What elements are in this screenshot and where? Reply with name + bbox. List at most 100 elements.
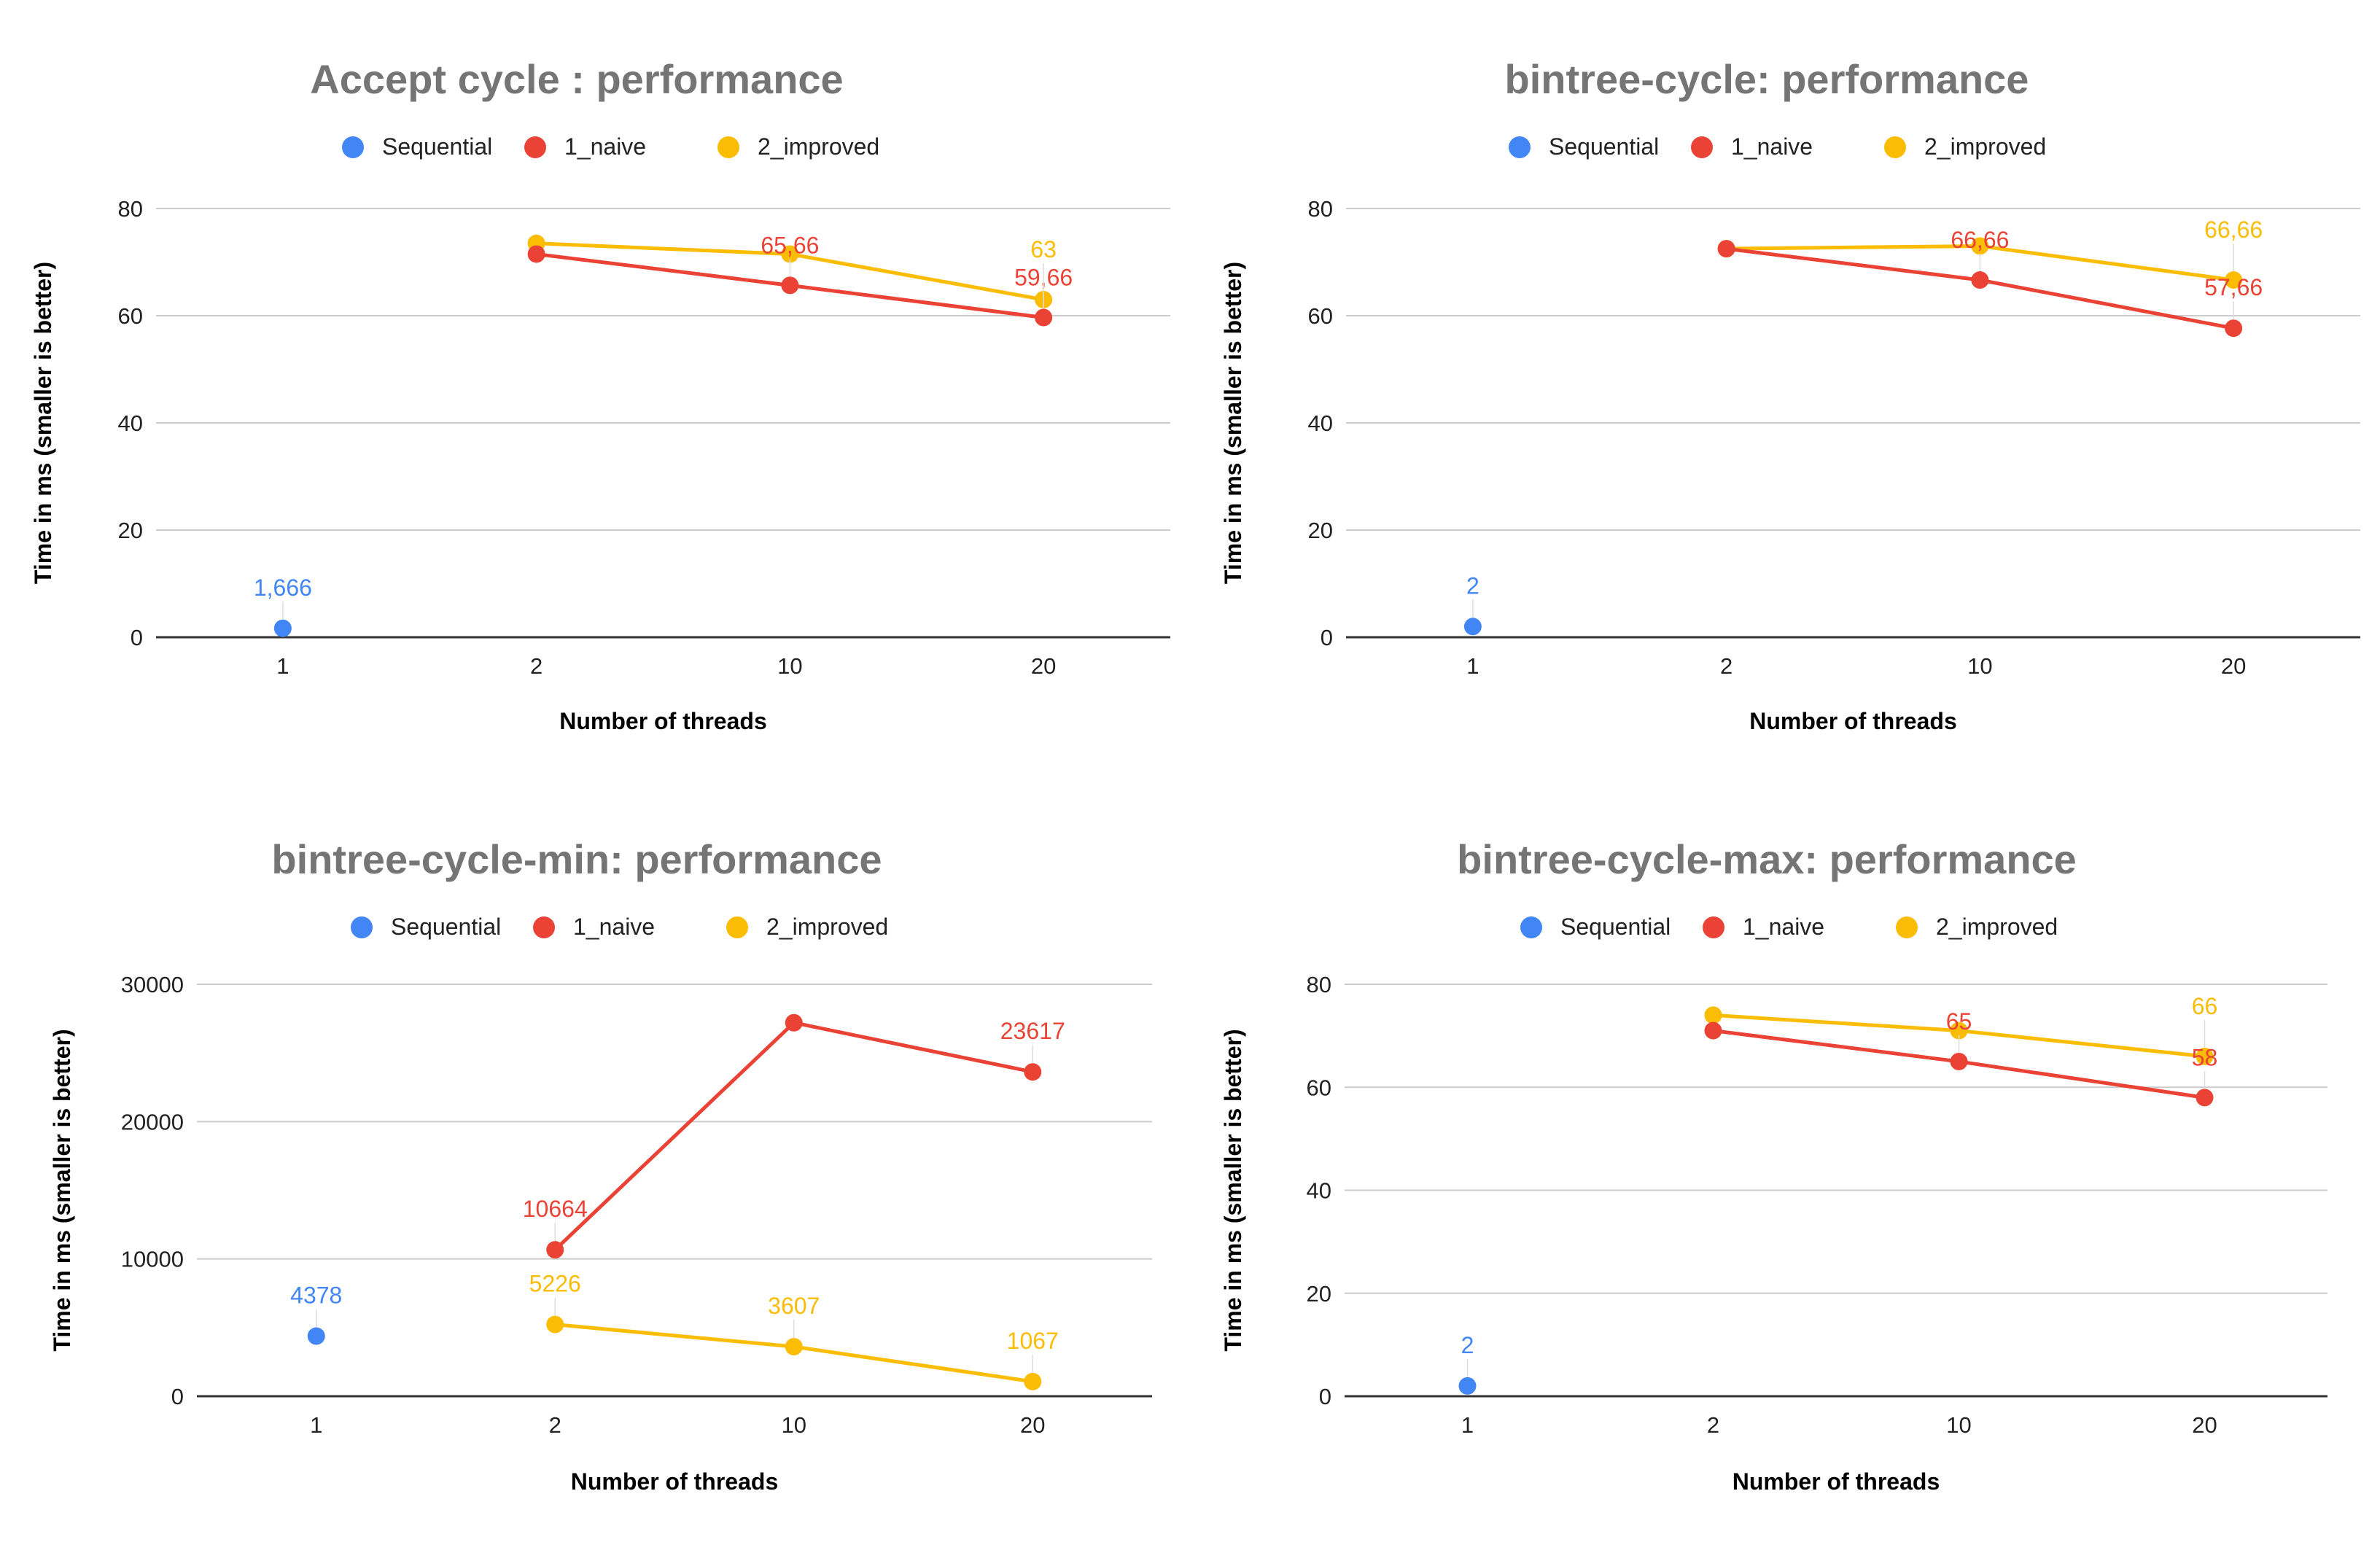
data-point-1_naive [527, 245, 545, 263]
data-point-1_naive [2225, 319, 2243, 338]
data-point-1_naive [785, 1013, 803, 1032]
y-tick-label: 80 [1307, 972, 1331, 997]
data-point-1_naive [1717, 240, 1735, 258]
legend-marker-2_improved [1896, 916, 1918, 938]
chart-accept-cycle: Accept cycle : performance Sequential 1_na… [30, 56, 1170, 734]
x-tick-label: 2 [530, 653, 542, 679]
y-tick-label: 20 [1307, 1281, 1331, 1307]
data-point-1_naive [1704, 1021, 1722, 1040]
data-label-2_improved: 66,66 [2204, 217, 2263, 243]
data-point-2_improved [781, 245, 799, 263]
legend-label-1_naive: 1_naive [1731, 133, 1813, 160]
chart-bintree-cycle-max: bintree-cycle-max: performance Sequential… [1220, 836, 2328, 1495]
legend-marker-Sequential [1520, 916, 1542, 938]
legend-label-1_naive: 1_naive [1743, 914, 1824, 940]
y-tick-label: 0 [1321, 625, 1333, 650]
data-point-2_improved [1971, 237, 1989, 255]
data-point-Sequential [273, 619, 292, 637]
x-tick-label: 1 [1461, 1412, 1474, 1438]
x-tick-label: 20 [1031, 653, 1056, 679]
data-point-2_improved [1024, 1372, 1042, 1390]
y-tick-label: 60 [1308, 303, 1333, 329]
x-tick-label: 20 [2221, 653, 2246, 679]
chart-title: bintree-cycle: performance [1505, 56, 2029, 102]
y-tick-label: 0 [171, 1384, 184, 1409]
data-point-1_naive [1971, 271, 1989, 289]
y-axis-label: Time in ms (smaller is better) [49, 1029, 75, 1351]
data-point-1_naive [1950, 1052, 1968, 1070]
legend-label-2_improved: 2_improved [766, 914, 888, 940]
data-label-1_naive: 57,66 [2204, 274, 2263, 300]
y-tick-label: 20 [118, 518, 143, 543]
data-label-Sequential: 2 [1466, 572, 1479, 599]
legend-marker-Sequential [1509, 136, 1531, 158]
data-point-Sequential [1463, 618, 1482, 636]
y-tick-label: 80 [118, 196, 143, 222]
x-axis-label: Number of threads [571, 1468, 778, 1495]
y-tick-label: 80 [1308, 196, 1333, 222]
y-tick-label: 40 [118, 410, 143, 436]
data-point-2_improved [546, 1315, 564, 1334]
y-tick-label: 60 [1307, 1075, 1331, 1100]
series-line-1_naive [553, 1021, 1033, 1251]
data-label-2_improved: 3607 [768, 1293, 820, 1319]
data-point-1_naive [546, 1241, 564, 1259]
legend-marker-2_improved [726, 916, 748, 938]
x-tick-label: 1 [310, 1412, 322, 1438]
x-tick-label: 2 [1720, 653, 1732, 679]
data-point-2_improved [1950, 1021, 1968, 1040]
y-axis-label: Time in ms (smaller is better) [1220, 262, 1246, 584]
x-tick-label: 1 [1466, 653, 1479, 679]
legend-label-Sequential: Sequential [1549, 133, 1659, 160]
data-point-Sequential [1458, 1377, 1477, 1395]
chart-title: Accept cycle : performance [310, 56, 843, 102]
data-point-2_improved [2225, 271, 2243, 289]
x-tick-label: 20 [1020, 1412, 1045, 1438]
legend-marker-1_naive [533, 916, 555, 938]
y-tick-label: 0 [1319, 1384, 1331, 1409]
data-label-Sequential: 4378 [290, 1282, 342, 1309]
chart-title: bintree-cycle-max: performance [1457, 836, 2077, 882]
legend-label-1_naive: 1_naive [573, 914, 655, 940]
legend-label-2_improved: 2_improved [1936, 914, 2058, 940]
data-label-2_improved: 66 [2192, 993, 2218, 1019]
legend-label-Sequential: Sequential [382, 133, 492, 160]
x-axis-label: Number of threads [1749, 708, 1956, 734]
x-tick-label: 10 [1946, 1412, 1971, 1438]
data-point-1_naive [2196, 1089, 2214, 1107]
x-tick-label: 10 [777, 653, 802, 679]
y-tick-label: 40 [1308, 410, 1333, 436]
legend-marker-1_naive [1703, 916, 1724, 938]
data-label-Sequential: 1,666 [254, 575, 312, 601]
y-tick-label: 20 [1308, 518, 1333, 543]
data-point-1_naive [1035, 308, 1053, 327]
data-label-2_improved: 5226 [529, 1271, 581, 1297]
y-tick-label: 0 [131, 625, 143, 650]
legend-label-Sequential: Sequential [391, 914, 501, 940]
data-label-Sequential: 2 [1461, 1332, 1474, 1358]
legend-marker-1_naive [524, 136, 546, 158]
y-tick-label: 30000 [121, 972, 184, 997]
y-axis-label: Time in ms (smaller is better) [30, 262, 56, 584]
data-point-2_improved [785, 1338, 803, 1356]
data-label-1_naive: 65 [1946, 1008, 1972, 1035]
legend-marker-Sequential [351, 916, 373, 938]
data-label-1_naive: 23617 [1000, 1018, 1065, 1044]
x-axis-label: Number of threads [559, 708, 766, 734]
data-point-Sequential [307, 1327, 325, 1345]
legend-marker-2_improved [718, 136, 739, 158]
x-tick-label: 1 [276, 653, 289, 679]
y-tick-label: 10000 [121, 1247, 184, 1272]
chart-title: bintree-cycle-min: performance [271, 836, 882, 882]
data-label-2_improved: 63 [1030, 236, 1057, 262]
data-label-1_naive: 10664 [523, 1196, 588, 1222]
x-axis-label: Number of threads [1732, 1468, 1940, 1495]
chart-bintree-cycle-min: bintree-cycle-min: performance Sequential… [49, 836, 1152, 1495]
x-tick-label: 10 [782, 1412, 806, 1438]
y-tick-label: 60 [118, 303, 143, 329]
legend-label-Sequential: Sequential [1560, 914, 1671, 940]
legend-marker-1_naive [1691, 136, 1713, 158]
data-point-2_improved [1704, 1006, 1722, 1024]
data-point-2_improved [2196, 1047, 2214, 1065]
y-axis-label: Time in ms (smaller is better) [1220, 1029, 1246, 1351]
